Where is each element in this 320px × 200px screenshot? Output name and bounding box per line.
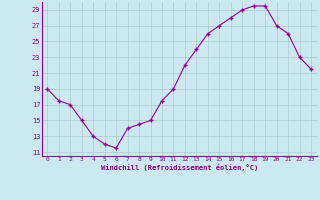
X-axis label: Windchill (Refroidissement éolien,°C): Windchill (Refroidissement éolien,°C)	[100, 164, 258, 171]
